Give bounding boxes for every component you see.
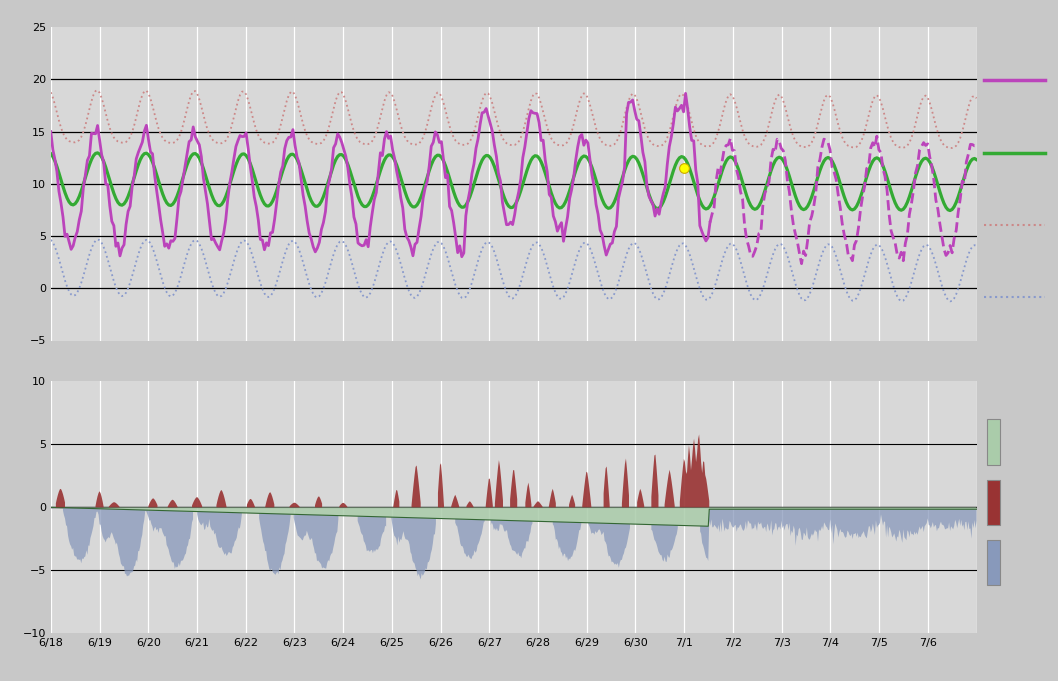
Bar bbox=[987, 419, 1000, 464]
Bar bbox=[987, 479, 1000, 525]
Bar bbox=[987, 540, 1000, 586]
